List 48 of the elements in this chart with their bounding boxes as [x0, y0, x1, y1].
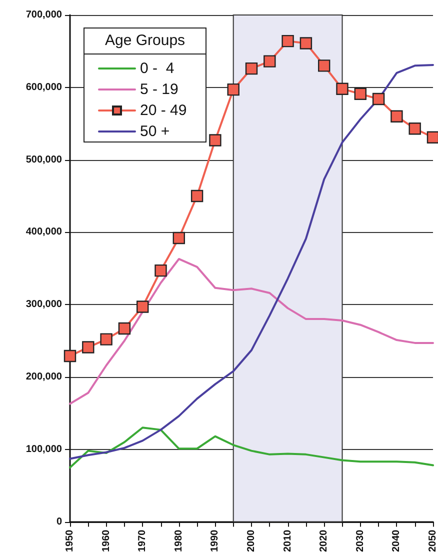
point: [245, 62, 258, 75]
line-series: [69, 426, 434, 468]
point: [336, 82, 348, 95]
point: [264, 55, 276, 68]
point: [372, 92, 385, 106]
x-tick-label: 2030: [354, 529, 366, 552]
y-tick-label: 500,000: [26, 154, 62, 166]
point: [64, 350, 76, 362]
legend-label: 50 +: [140, 123, 170, 140]
x-tick-label: 1960: [100, 529, 112, 552]
point: [190, 190, 204, 202]
legend-title: Age Groups: [104, 32, 186, 49]
legend-label: 20 - 49: [140, 102, 187, 119]
y-tick-label: 100,000: [26, 444, 62, 455]
point: [318, 60, 330, 72]
point: [100, 333, 112, 346]
point: [154, 264, 167, 277]
point: [82, 341, 94, 354]
line-series: [69, 64, 434, 460]
legend-label: 0 - 4: [140, 60, 174, 77]
point: [426, 131, 438, 144]
x-tick-label: 2000: [246, 529, 257, 552]
x-tick-label: 1950: [64, 529, 76, 552]
point: [227, 83, 240, 96]
x-tick-label: 1970: [137, 529, 148, 552]
x-tick-label: 2040: [391, 529, 402, 552]
y-tick-label: 0: [56, 516, 62, 528]
y-tick-label: 300,000: [26, 299, 62, 310]
point: [300, 37, 312, 50]
x-tick-label: 1980: [173, 529, 184, 552]
x-tick-label: 1990: [210, 529, 221, 552]
point: [354, 88, 366, 100]
legend-label: 5 - 19: [140, 81, 178, 98]
x-tick-label: 2020: [318, 529, 330, 552]
point: [136, 300, 149, 313]
point: [118, 322, 131, 335]
y-tick-label: 400,000: [26, 226, 62, 238]
line-series: [69, 258, 434, 405]
y-tick-label: 700,000: [26, 10, 62, 20]
y-tick-label: 600,000: [26, 82, 62, 93]
x-tick-label: 2050: [428, 529, 438, 552]
point: [209, 134, 222, 146]
point: [172, 232, 185, 244]
x-tick-label: 2010: [282, 529, 294, 552]
point: [408, 122, 421, 135]
y-tick-label: 200,000: [26, 371, 62, 382]
point: [282, 34, 294, 48]
point: [390, 110, 403, 122]
